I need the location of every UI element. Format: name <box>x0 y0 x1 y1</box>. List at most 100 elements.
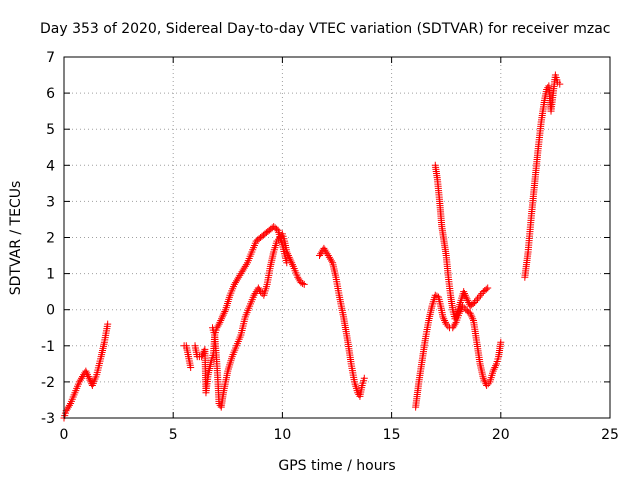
data-point <box>469 315 477 323</box>
data-point <box>322 248 330 256</box>
x-tick-label: 10 <box>273 427 291 443</box>
data-point <box>461 291 469 299</box>
data-point <box>316 252 324 260</box>
data-point <box>294 273 302 281</box>
y-tick-label: 4 <box>46 158 55 174</box>
data-point <box>431 291 439 299</box>
data-point <box>442 320 450 328</box>
data-point <box>459 302 467 310</box>
data-point <box>236 271 244 279</box>
data-point <box>216 318 224 326</box>
data-point <box>235 273 243 281</box>
y-tick-label: 0 <box>46 303 55 319</box>
data-point <box>240 264 248 272</box>
data-point <box>299 280 307 288</box>
data-point <box>289 261 297 269</box>
data-point <box>84 372 92 380</box>
data-point <box>86 376 94 384</box>
data-point <box>468 313 476 321</box>
data-point <box>460 289 468 297</box>
data-point <box>64 403 72 411</box>
data-point <box>217 317 225 325</box>
series-segment <box>316 244 368 400</box>
data-point <box>328 257 336 265</box>
data-point <box>492 362 500 370</box>
series-segment <box>180 342 195 371</box>
series-segment <box>412 291 505 411</box>
data-point <box>441 318 449 326</box>
data-point <box>469 300 477 308</box>
x-tick-label: 25 <box>601 427 619 443</box>
data-point <box>199 349 207 357</box>
y-tick-label: 1 <box>46 267 55 283</box>
data-point <box>300 280 308 288</box>
data-point <box>491 363 499 371</box>
data-point <box>556 80 564 88</box>
data-point <box>450 322 458 330</box>
data-point <box>460 304 468 312</box>
data-point <box>452 311 460 319</box>
data-point <box>198 353 206 361</box>
data-point <box>82 367 90 375</box>
x-tick-label: 20 <box>492 427 510 443</box>
y-axis-title: SDTVAR / TECUs <box>8 181 24 296</box>
data-point <box>490 365 498 373</box>
data-point <box>220 309 228 317</box>
data-points <box>60 71 564 422</box>
y-tick-label: -1 <box>41 339 55 355</box>
data-point <box>187 363 195 371</box>
data-point <box>214 322 222 330</box>
x-axis-title: GPS time / hours <box>278 458 395 474</box>
data-point <box>497 338 505 346</box>
data-point <box>321 246 329 254</box>
data-point <box>360 374 368 382</box>
data-point <box>254 284 262 292</box>
data-point <box>451 315 459 323</box>
data-point <box>242 261 250 269</box>
data-point <box>463 295 471 303</box>
chart-title: Day 353 of 2020, Sidereal Day-to-day VTE… <box>40 21 610 37</box>
data-point <box>484 380 492 388</box>
data-point <box>239 266 247 274</box>
data-point <box>320 244 328 252</box>
y-tick-label: 7 <box>46 50 55 66</box>
data-point <box>441 317 449 325</box>
data-point <box>440 315 448 323</box>
y-tick-label: 2 <box>46 231 55 247</box>
data-point <box>219 311 227 319</box>
data-point <box>295 275 303 283</box>
data-point <box>464 297 472 305</box>
data-point <box>63 405 71 413</box>
y-tick-label: 6 <box>46 86 55 102</box>
data-point <box>482 285 490 293</box>
data-point <box>77 374 85 382</box>
data-point <box>467 311 475 319</box>
data-point <box>483 382 491 390</box>
data-point <box>478 289 486 297</box>
data-point <box>471 298 479 306</box>
data-point <box>241 262 249 270</box>
data-point <box>444 322 452 330</box>
data-point <box>489 367 497 375</box>
data-point <box>273 237 281 245</box>
data-point <box>218 315 226 323</box>
data-point <box>75 378 83 386</box>
x-tick-label: 15 <box>383 427 401 443</box>
y-tick-label: -2 <box>41 375 55 391</box>
y-tick-label: -3 <box>41 411 55 427</box>
data-point <box>83 371 91 379</box>
data-point <box>283 259 291 267</box>
data-point <box>83 369 91 377</box>
data-point <box>85 374 93 382</box>
data-point <box>476 291 484 299</box>
axis-ticks: 0 5 10 15 20 25 -3 -2 -1 0 1 2 3 4 5 6 7 <box>41 50 619 443</box>
data-point <box>213 324 221 332</box>
data-point <box>449 324 457 332</box>
series-segment <box>431 161 492 323</box>
data-point <box>255 286 263 294</box>
data-point <box>466 309 474 317</box>
data-point <box>215 320 223 328</box>
series-segment <box>60 320 112 422</box>
